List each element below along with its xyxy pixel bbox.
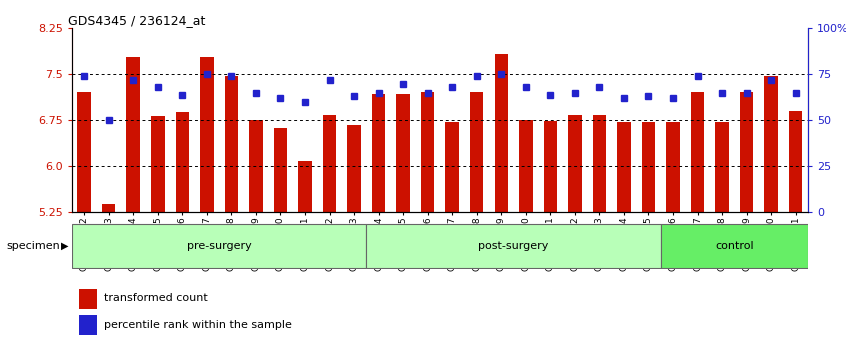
Bar: [667, 121, 679, 212]
Bar: [299, 161, 311, 212]
Bar: [593, 115, 606, 212]
Bar: [740, 92, 753, 212]
Bar: [765, 75, 777, 212]
Bar: [544, 121, 557, 212]
Bar: [80, 289, 97, 309]
Bar: [250, 120, 262, 212]
Bar: [72, 224, 366, 268]
Bar: [397, 94, 409, 212]
Bar: [495, 54, 508, 212]
Bar: [78, 92, 91, 212]
Bar: [661, 224, 808, 268]
Bar: [176, 112, 189, 212]
Text: GDS4345 / 236124_at: GDS4345 / 236124_at: [69, 14, 206, 27]
Bar: [372, 94, 385, 212]
Bar: [102, 204, 115, 212]
Bar: [446, 122, 459, 212]
Bar: [716, 121, 728, 212]
Bar: [127, 57, 140, 212]
Bar: [80, 315, 97, 335]
Bar: [274, 128, 287, 212]
Text: post-surgery: post-surgery: [478, 241, 549, 251]
Bar: [323, 115, 336, 212]
Text: specimen: specimen: [7, 241, 61, 251]
Bar: [470, 92, 483, 212]
Text: ▶: ▶: [61, 241, 69, 251]
Text: percentile rank within the sample: percentile rank within the sample: [104, 320, 292, 330]
Bar: [789, 111, 802, 212]
Bar: [151, 116, 164, 212]
Bar: [642, 121, 655, 212]
Bar: [569, 115, 581, 212]
Bar: [225, 75, 238, 212]
Bar: [201, 57, 213, 212]
Text: transformed count: transformed count: [104, 293, 208, 303]
Bar: [519, 120, 532, 212]
Bar: [348, 125, 360, 212]
Bar: [366, 224, 661, 268]
Text: pre-surgery: pre-surgery: [187, 241, 251, 251]
Bar: [691, 92, 704, 212]
Bar: [618, 121, 630, 212]
Bar: [421, 92, 434, 212]
Text: control: control: [715, 241, 754, 251]
